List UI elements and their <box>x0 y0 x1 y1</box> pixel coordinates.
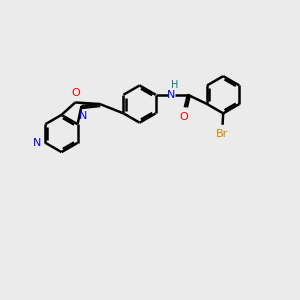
Text: N: N <box>33 138 41 148</box>
Text: N: N <box>167 90 176 100</box>
Text: H: H <box>172 80 179 90</box>
Text: O: O <box>71 88 80 98</box>
Text: Br: Br <box>216 129 228 139</box>
Text: N: N <box>79 111 87 121</box>
Text: O: O <box>179 112 188 122</box>
